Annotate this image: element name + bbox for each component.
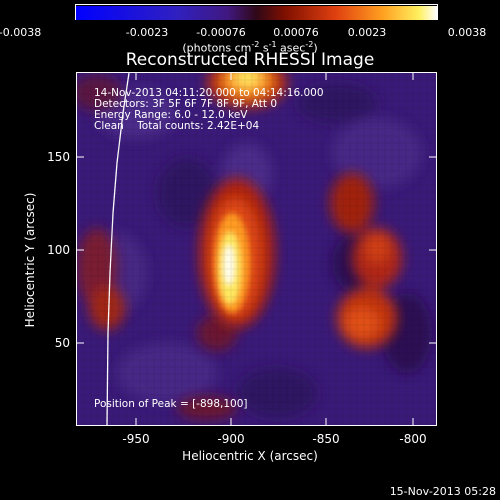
rhessi-image — [77, 73, 436, 425]
image-plot: 14-Nov-2013 04:11:20.000 to 04:14:16.000… — [76, 72, 437, 426]
colorbar-tick: 0.0038 — [447, 26, 487, 39]
colorbar-gradient — [76, 6, 437, 20]
colorbar-units: (photons cm-2 s-1 asec-2) — [182, 40, 318, 55]
colorbar-tick: 0.00076 — [273, 26, 319, 39]
plot-title: Reconstructed RHESSI Image — [125, 50, 375, 70]
colorbar-tick: -0.0023 — [125, 26, 169, 39]
y-tick-label: 50 — [54, 336, 70, 350]
peak-position: Position of Peak = [-898,100] — [94, 398, 248, 410]
info-time-range: 14-Nov-2013 04:11:20.000 to 04:14:16.000 — [94, 87, 324, 99]
colorbar — [75, 4, 438, 20]
colorbar-tick: -0.00076 — [196, 26, 246, 39]
x-tick-label: -850 — [312, 432, 340, 446]
info-counts: Clean Total counts: 2.42E+04 — [94, 120, 260, 132]
colorbar-tick: 0.0023 — [347, 26, 387, 39]
x-tick-label: -800 — [399, 432, 427, 446]
y-tick-label: 100 — [47, 243, 70, 257]
x-tick-label: -950 — [122, 432, 150, 446]
x-tick-label: -900 — [217, 432, 245, 446]
timestamp-footer: 15-Nov-2013 05:28 — [389, 485, 496, 498]
y-axis-label: Heliocentric Y (arcsec) — [23, 192, 37, 328]
info-energy-range: Energy Range: 6.0 - 12.0 keV — [94, 109, 248, 121]
colorbar-tick: -0.0038 — [0, 26, 42, 39]
y-tick-label: 150 — [47, 150, 70, 164]
x-axis-label: Heliocentric X (arcsec) — [182, 449, 318, 463]
info-detectors: Detectors: 3F 5F 6F 7F 8F 9F, Att 0 — [94, 98, 278, 110]
